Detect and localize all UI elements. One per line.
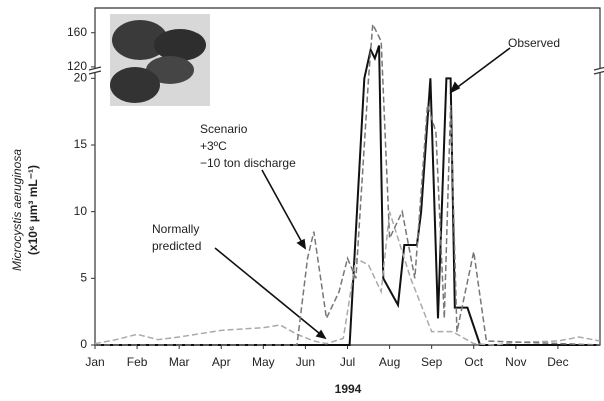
- y-tick-label: 15: [74, 137, 88, 151]
- chart: 1994 Microcystis aeruginosa (x10⁶ µm³ mL…: [0, 0, 604, 401]
- x-tick-label: Oct: [464, 355, 483, 369]
- x-tick-label: Sep: [421, 355, 443, 369]
- y-tick-label: 10: [74, 204, 88, 218]
- series-annotation: +3ºC: [200, 139, 227, 153]
- series-annotation: Observed: [508, 36, 560, 50]
- inset-photo: [110, 14, 210, 106]
- y-axis-label: Microcystis aeruginosa: [10, 149, 24, 271]
- x-tick-label: Dec: [547, 355, 568, 369]
- y-axis-label: (x10⁶ µm³ mL⁻¹): [26, 165, 40, 255]
- y-tick-label: 0: [80, 337, 87, 351]
- series-annotation: −10 ton discharge: [200, 156, 296, 170]
- x-tick-label: Jul: [340, 355, 355, 369]
- x-tick-label: Mar: [169, 355, 190, 369]
- x-tick-label: Jun: [296, 355, 315, 369]
- series-annotation: Normally: [152, 222, 199, 236]
- annotation-arrows: [215, 48, 510, 338]
- y-tick-label: 160: [67, 25, 87, 39]
- x-tick-label: Apr: [212, 355, 231, 369]
- y-tick-label: 5: [80, 271, 87, 285]
- x-tick-label: Jan: [85, 355, 104, 369]
- x-tick-label: Aug: [379, 355, 400, 369]
- series-annotation: predicted: [152, 239, 201, 253]
- x-tick-label: Feb: [127, 355, 148, 369]
- x-tick-label: May: [252, 355, 275, 369]
- x-axis-label: 1994: [335, 382, 362, 396]
- series-annotation: Scenario: [200, 122, 248, 136]
- y-tick-label: 120: [67, 59, 87, 73]
- x-tick-label: Nov: [505, 355, 526, 369]
